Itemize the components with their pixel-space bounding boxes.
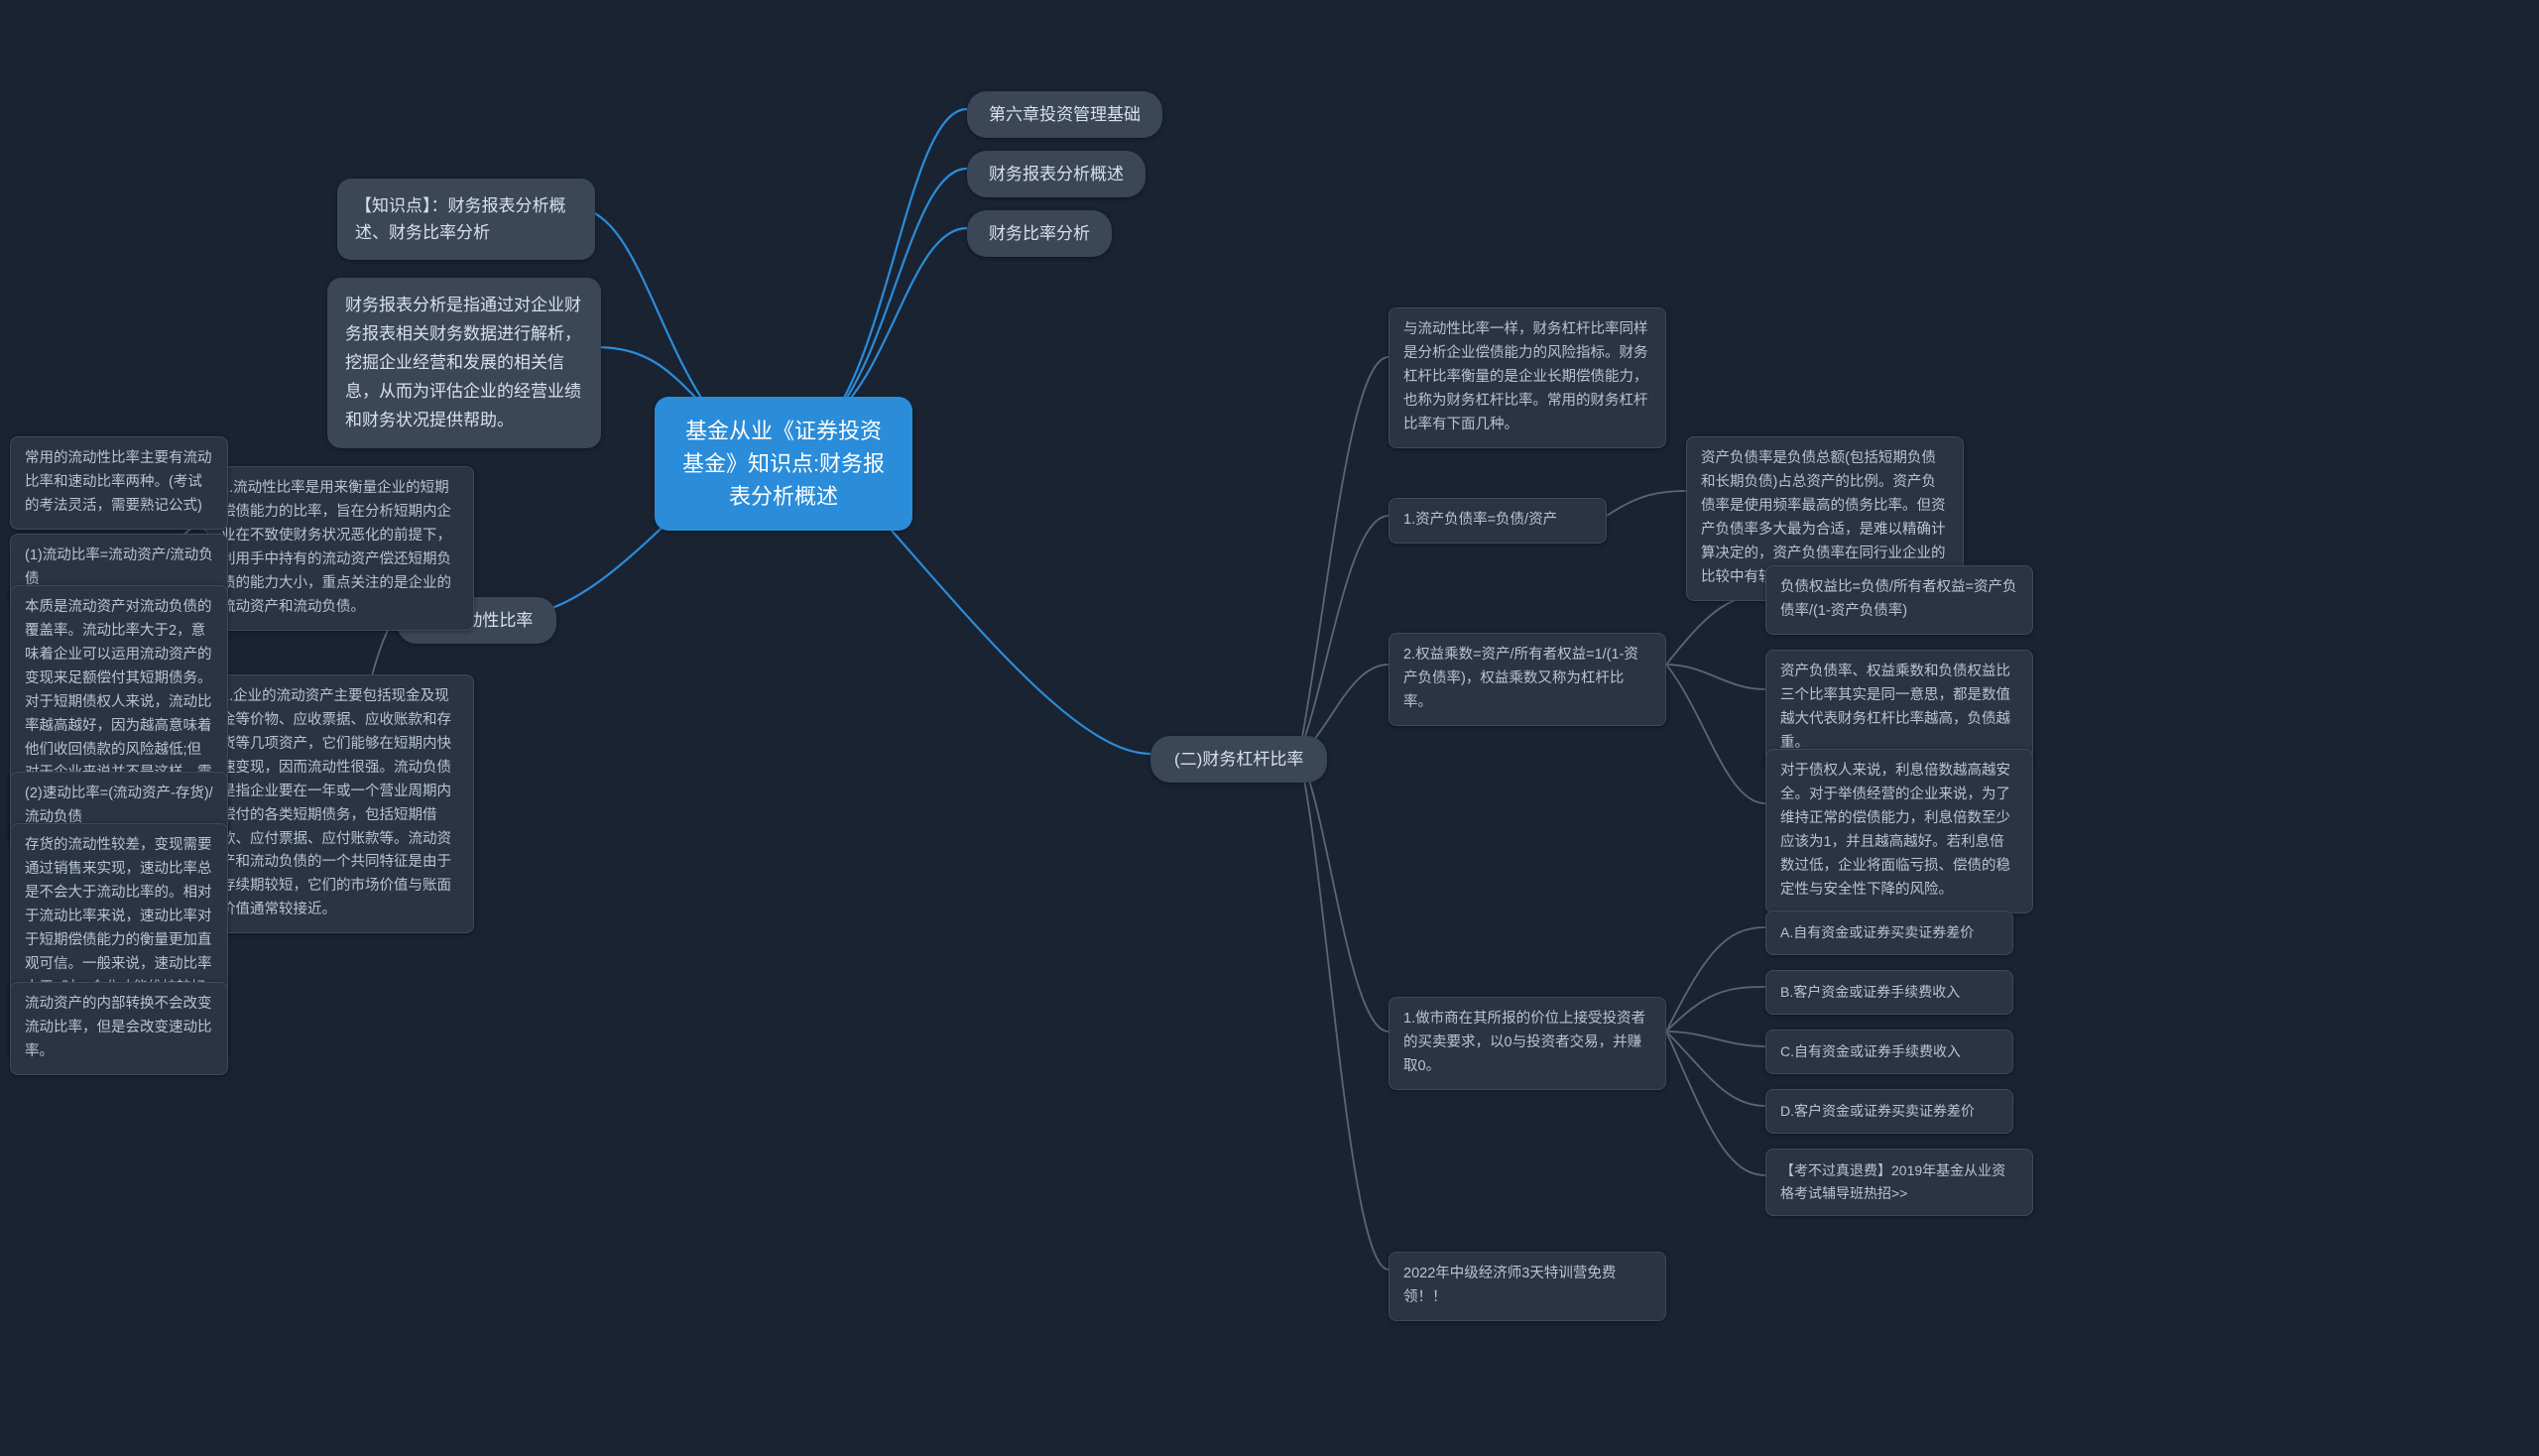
right-intro[interactable]: 与流动性比率一样，财务杠杆比率同样是分析企业偿债能力的风险指标。财务杠杆比率衡量… [1389, 307, 1666, 448]
right-r2-sub-2[interactable]: 对于债权人来说，利息倍数越高越安全。对于举债经营的企业来说，为了维持正常的偿债能… [1765, 749, 2033, 913]
right-r1-label[interactable]: 1.资产负债率=负债/资产 [1389, 498, 1607, 544]
label: 财务报表分析是指通过对企业财务报表相关财务数据进行解析，挖掘企业经营和发展的相关… [345, 296, 581, 429]
topleft-item-1[interactable]: 财务报表分析是指通过对企业财务报表相关财务数据进行解析，挖掘企业经营和发展的相关… [327, 278, 601, 448]
text: C.自有资金或证券手续费收入 [1780, 1043, 1961, 1059]
text: 对于债权人来说，利息倍数越高越安全。对于举债经营的企业来说，为了维持正常的偿债能… [1780, 763, 2010, 898]
right-r3-sub-4[interactable]: 【考不过真退费】2019年基金从业资格考试辅导班热招>> [1765, 1149, 2033, 1216]
text: 1.做市商在其所报的价位上接受投资者的买卖要求，以0与投资者交易，并赚取0。 [1403, 1011, 1645, 1074]
right-branch-title[interactable]: (二)财务杠杆比率 [1150, 736, 1327, 783]
right-r3-sub-3[interactable]: D.客户资金或证券买卖证券差价 [1765, 1089, 2013, 1134]
text: 2.权益乘数=资产/所有者权益=1/(1-资产负债率)，权益乘数又称为杠杆比率。 [1403, 647, 1638, 710]
label: 第六章投资管理基础 [989, 105, 1141, 124]
left-item-1[interactable]: 1.流动性比率是用来衡量企业的短期偿债能力的比率，旨在分析短期内企业在不致使财务… [206, 466, 474, 631]
right-r4[interactable]: 2022年中级经济师3天特训营免费领！！ [1389, 1252, 1666, 1321]
right-r3-label[interactable]: 1.做市商在其所报的价位上接受投资者的买卖要求，以0与投资者交易，并赚取0。 [1389, 997, 1666, 1090]
text: (1)流动比率=流动资产/流动负债 [25, 547, 213, 587]
right-r2-label[interactable]: 2.权益乘数=资产/所有者权益=1/(1-资产负债率)，权益乘数又称为杠杆比率。 [1389, 633, 1666, 726]
text: 流动资产的内部转换不会改变流动比率，但是会改变速动比率。 [25, 996, 212, 1059]
text: 常用的流动性比率主要有流动比率和速动比率两种。(考试的考法灵活，需要熟记公式) [25, 450, 212, 514]
text: (2)速动比率=(流动资产-存货)/流动负债 [25, 786, 213, 825]
text: 资产负债率、权益乘数和负债权益比三个比率其实是同一意思，都是数值越大代表财务杠杆… [1780, 664, 2010, 751]
left-sub-1[interactable]: 常用的流动性比率主要有流动比率和速动比率两种。(考试的考法灵活，需要熟记公式) [10, 436, 228, 530]
topright-item-2[interactable]: 财务比率分析 [967, 210, 1112, 257]
right-r3-sub-2[interactable]: C.自有资金或证券手续费收入 [1765, 1030, 2013, 1074]
text: 【考不过真退费】2019年基金从业资格考试辅导班热招>> [1780, 1162, 2005, 1201]
center-node[interactable]: 基金从业《证券投资基金》知识点:财务报表分析概述 [655, 397, 912, 531]
topright-item-1[interactable]: 财务报表分析概述 [967, 151, 1146, 197]
text: 1.资产负债率=负债/资产 [1403, 512, 1557, 528]
text: 与流动性比率一样，财务杠杆比率同样是分析企业偿债能力的风险指标。财务杠杆比率衡量… [1403, 321, 1648, 432]
label: 财务报表分析概述 [989, 165, 1124, 183]
right-r2-sub-0[interactable]: 负债权益比=负债/所有者权益=资产负债率/(1-资产负债率) [1765, 565, 2033, 635]
topright-item-0[interactable]: 第六章投资管理基础 [967, 91, 1162, 138]
text: B.客户资金或证券手续费收入 [1780, 984, 1960, 1000]
label: (二)财务杠杆比率 [1174, 750, 1303, 769]
text: 负债权益比=负债/所有者权益=资产负债率/(1-资产负债率) [1780, 579, 2016, 619]
center-text: 基金从业《证券投资基金》知识点:财务报表分析概述 [682, 419, 885, 509]
text: 2022年中级经济师3天特训营免费领！！ [1403, 1266, 1616, 1305]
text: 2.企业的流动资产主要包括现金及现金等价物、应收票据、应收账款和存货等几项资产，… [221, 688, 451, 917]
right-r3-sub-1[interactable]: B.客户资金或证券手续费收入 [1765, 970, 2013, 1015]
right-r3-sub-0[interactable]: A.自有资金或证券买卖证券差价 [1765, 910, 2013, 955]
text: A.自有资金或证券买卖证券差价 [1780, 924, 1974, 940]
text: D.客户资金或证券买卖证券差价 [1780, 1103, 1975, 1119]
left-item-2[interactable]: 2.企业的流动资产主要包括现金及现金等价物、应收票据、应收账款和存货等几项资产，… [206, 674, 474, 933]
label: 【知识点】：财务报表分析概述、财务比率分析 [355, 196, 566, 242]
left-sub-6[interactable]: 流动资产的内部转换不会改变流动比率，但是会改变速动比率。 [10, 982, 228, 1075]
label: 财务比率分析 [989, 224, 1090, 243]
text: 1.流动性比率是用来衡量企业的短期偿债能力的比率，旨在分析短期内企业在不致使财务… [221, 480, 451, 615]
topleft-item-0[interactable]: 【知识点】：财务报表分析概述、财务比率分析 [337, 179, 595, 260]
